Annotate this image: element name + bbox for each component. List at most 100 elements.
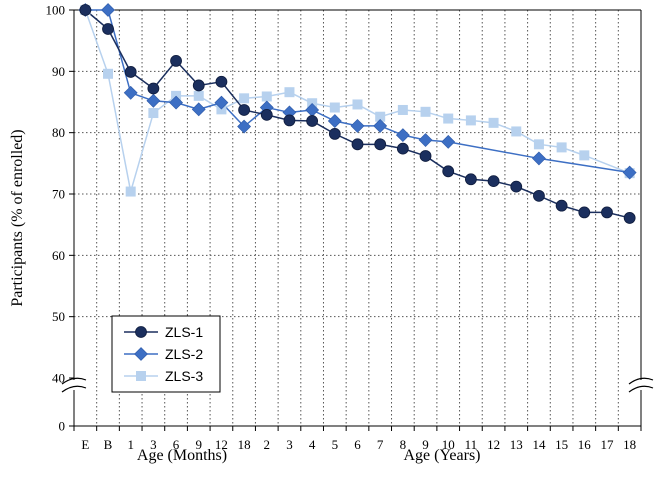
legend-label-zls-1: ZLS-1 [165, 324, 203, 340]
x-tick-label: 8 [400, 437, 407, 452]
data-point-zls-1 [555, 199, 568, 212]
x-tick-label: 9 [195, 437, 202, 452]
y-tick-label: 40 [52, 371, 65, 386]
x-axis-title-months: Age (Months) [137, 447, 227, 464]
data-point-zls-1 [79, 4, 92, 16]
data-point-zls-3 [556, 142, 567, 153]
data-point-zls-2 [237, 119, 252, 134]
x-tick-label: 18 [623, 437, 636, 452]
x-tick-label: 5 [332, 437, 339, 452]
data-point-zls-1 [487, 175, 500, 188]
series-line-zls-1 [84, 9, 630, 219]
y-tick-label: 0 [59, 419, 66, 434]
data-point-zls-2 [146, 93, 161, 108]
data-point-zls-2 [622, 165, 637, 180]
series-lines [84, 9, 630, 219]
x-tick-label: 12 [215, 437, 228, 452]
data-point-zls-1 [260, 108, 273, 121]
data-point-zls-3 [352, 99, 363, 110]
data-point-zls-1 [601, 206, 613, 219]
x-tick-label: 12 [487, 437, 500, 452]
data-point-zls-1 [238, 104, 251, 116]
data-point-zls-2 [418, 133, 433, 147]
data-point-zls-3 [397, 104, 408, 115]
data-point-zls-2 [169, 95, 183, 110]
data-point-zls-3 [125, 186, 136, 197]
legend-marker-zls-3 [136, 371, 146, 381]
y-axis-break-mark [61, 377, 87, 385]
x-tick-label: E [81, 437, 89, 452]
y-tick-label: 70 [52, 187, 65, 202]
data-point-zls-2 [373, 118, 388, 133]
data-point-zls-2 [395, 128, 410, 143]
x-tick-label: 3 [286, 437, 293, 452]
data-point-zls-1 [283, 114, 296, 127]
x-tick-label: B [104, 437, 113, 452]
x-tick-label: 7 [377, 437, 384, 452]
data-point-zls-2 [441, 134, 456, 149]
y-tick-label: 80 [52, 125, 65, 140]
data-point-zls-3 [375, 111, 386, 122]
legend-label-zls-3: ZLS-3 [165, 368, 203, 384]
data-point-zls-3 [329, 102, 340, 113]
x-tick-label: 6 [354, 437, 361, 452]
x-tick-label: 17 [600, 437, 614, 452]
x-tick-label: 4 [309, 437, 316, 452]
y-axis-title: Participants (% of enrolled) [9, 129, 26, 306]
data-point-zls-1 [192, 79, 205, 92]
data-point-zls-1 [419, 150, 432, 162]
data-point-zls-3 [443, 113, 454, 124]
data-point-zls-2 [191, 102, 206, 117]
series-markers [78, 3, 637, 224]
data-point-zls-1 [306, 115, 319, 127]
data-point-zls-1 [215, 75, 228, 88]
data-point-zls-2 [214, 95, 229, 110]
data-point-zls-1 [464, 173, 477, 186]
data-point-zls-1 [328, 127, 341, 140]
x-tick-label: 15 [555, 437, 568, 452]
data-point-zls-3 [579, 150, 590, 161]
right-axis-break-gap [628, 380, 654, 390]
data-point-zls-3 [239, 93, 250, 104]
data-point-zls-3 [148, 108, 159, 119]
data-point-zls-2 [350, 118, 365, 133]
x-tick-label: 9 [422, 437, 429, 452]
data-point-zls-3 [511, 126, 522, 137]
data-point-zls-3 [284, 87, 295, 98]
data-point-zls-1 [124, 66, 137, 78]
x-tick-label: 3 [150, 437, 157, 452]
right-axis-break-mark [628, 385, 654, 393]
data-point-zls-2 [101, 3, 115, 17]
data-point-zls-1 [147, 82, 160, 95]
x-tick-label: 13 [510, 437, 523, 452]
x-tick-label: 2 [264, 437, 271, 452]
data-point-zls-1 [351, 138, 364, 151]
data-point-zls-3 [533, 139, 544, 150]
data-point-zls-1 [374, 138, 387, 151]
data-point-zls-3 [261, 91, 272, 102]
data-point-zls-2 [123, 85, 138, 100]
x-axis-title-years: Age (Years) [403, 447, 480, 464]
data-point-zls-1 [396, 142, 409, 155]
x-tick-label: 6 [173, 437, 180, 452]
data-point-zls-1 [170, 55, 182, 67]
data-point-zls-2 [532, 151, 546, 166]
data-point-zls-2 [327, 114, 342, 128]
data-point-zls-1 [510, 180, 523, 193]
data-point-zls-3 [488, 117, 499, 128]
x-tick-label: 11 [465, 437, 478, 452]
x-tick-label: 1 [127, 437, 134, 452]
x-tick-label: 16 [578, 437, 592, 452]
right-axis-break-mark [628, 377, 654, 385]
x-tick-label: 18 [238, 437, 251, 452]
data-point-zls-3 [420, 106, 431, 117]
data-point-zls-1 [442, 165, 455, 178]
y-tick-label: 50 [52, 309, 65, 324]
y-axis-break-gap [61, 380, 87, 390]
y-tick-label: 90 [52, 64, 65, 79]
data-point-zls-1 [578, 206, 591, 219]
y-tick-label: 60 [52, 248, 65, 263]
data-point-zls-1 [623, 212, 636, 224]
